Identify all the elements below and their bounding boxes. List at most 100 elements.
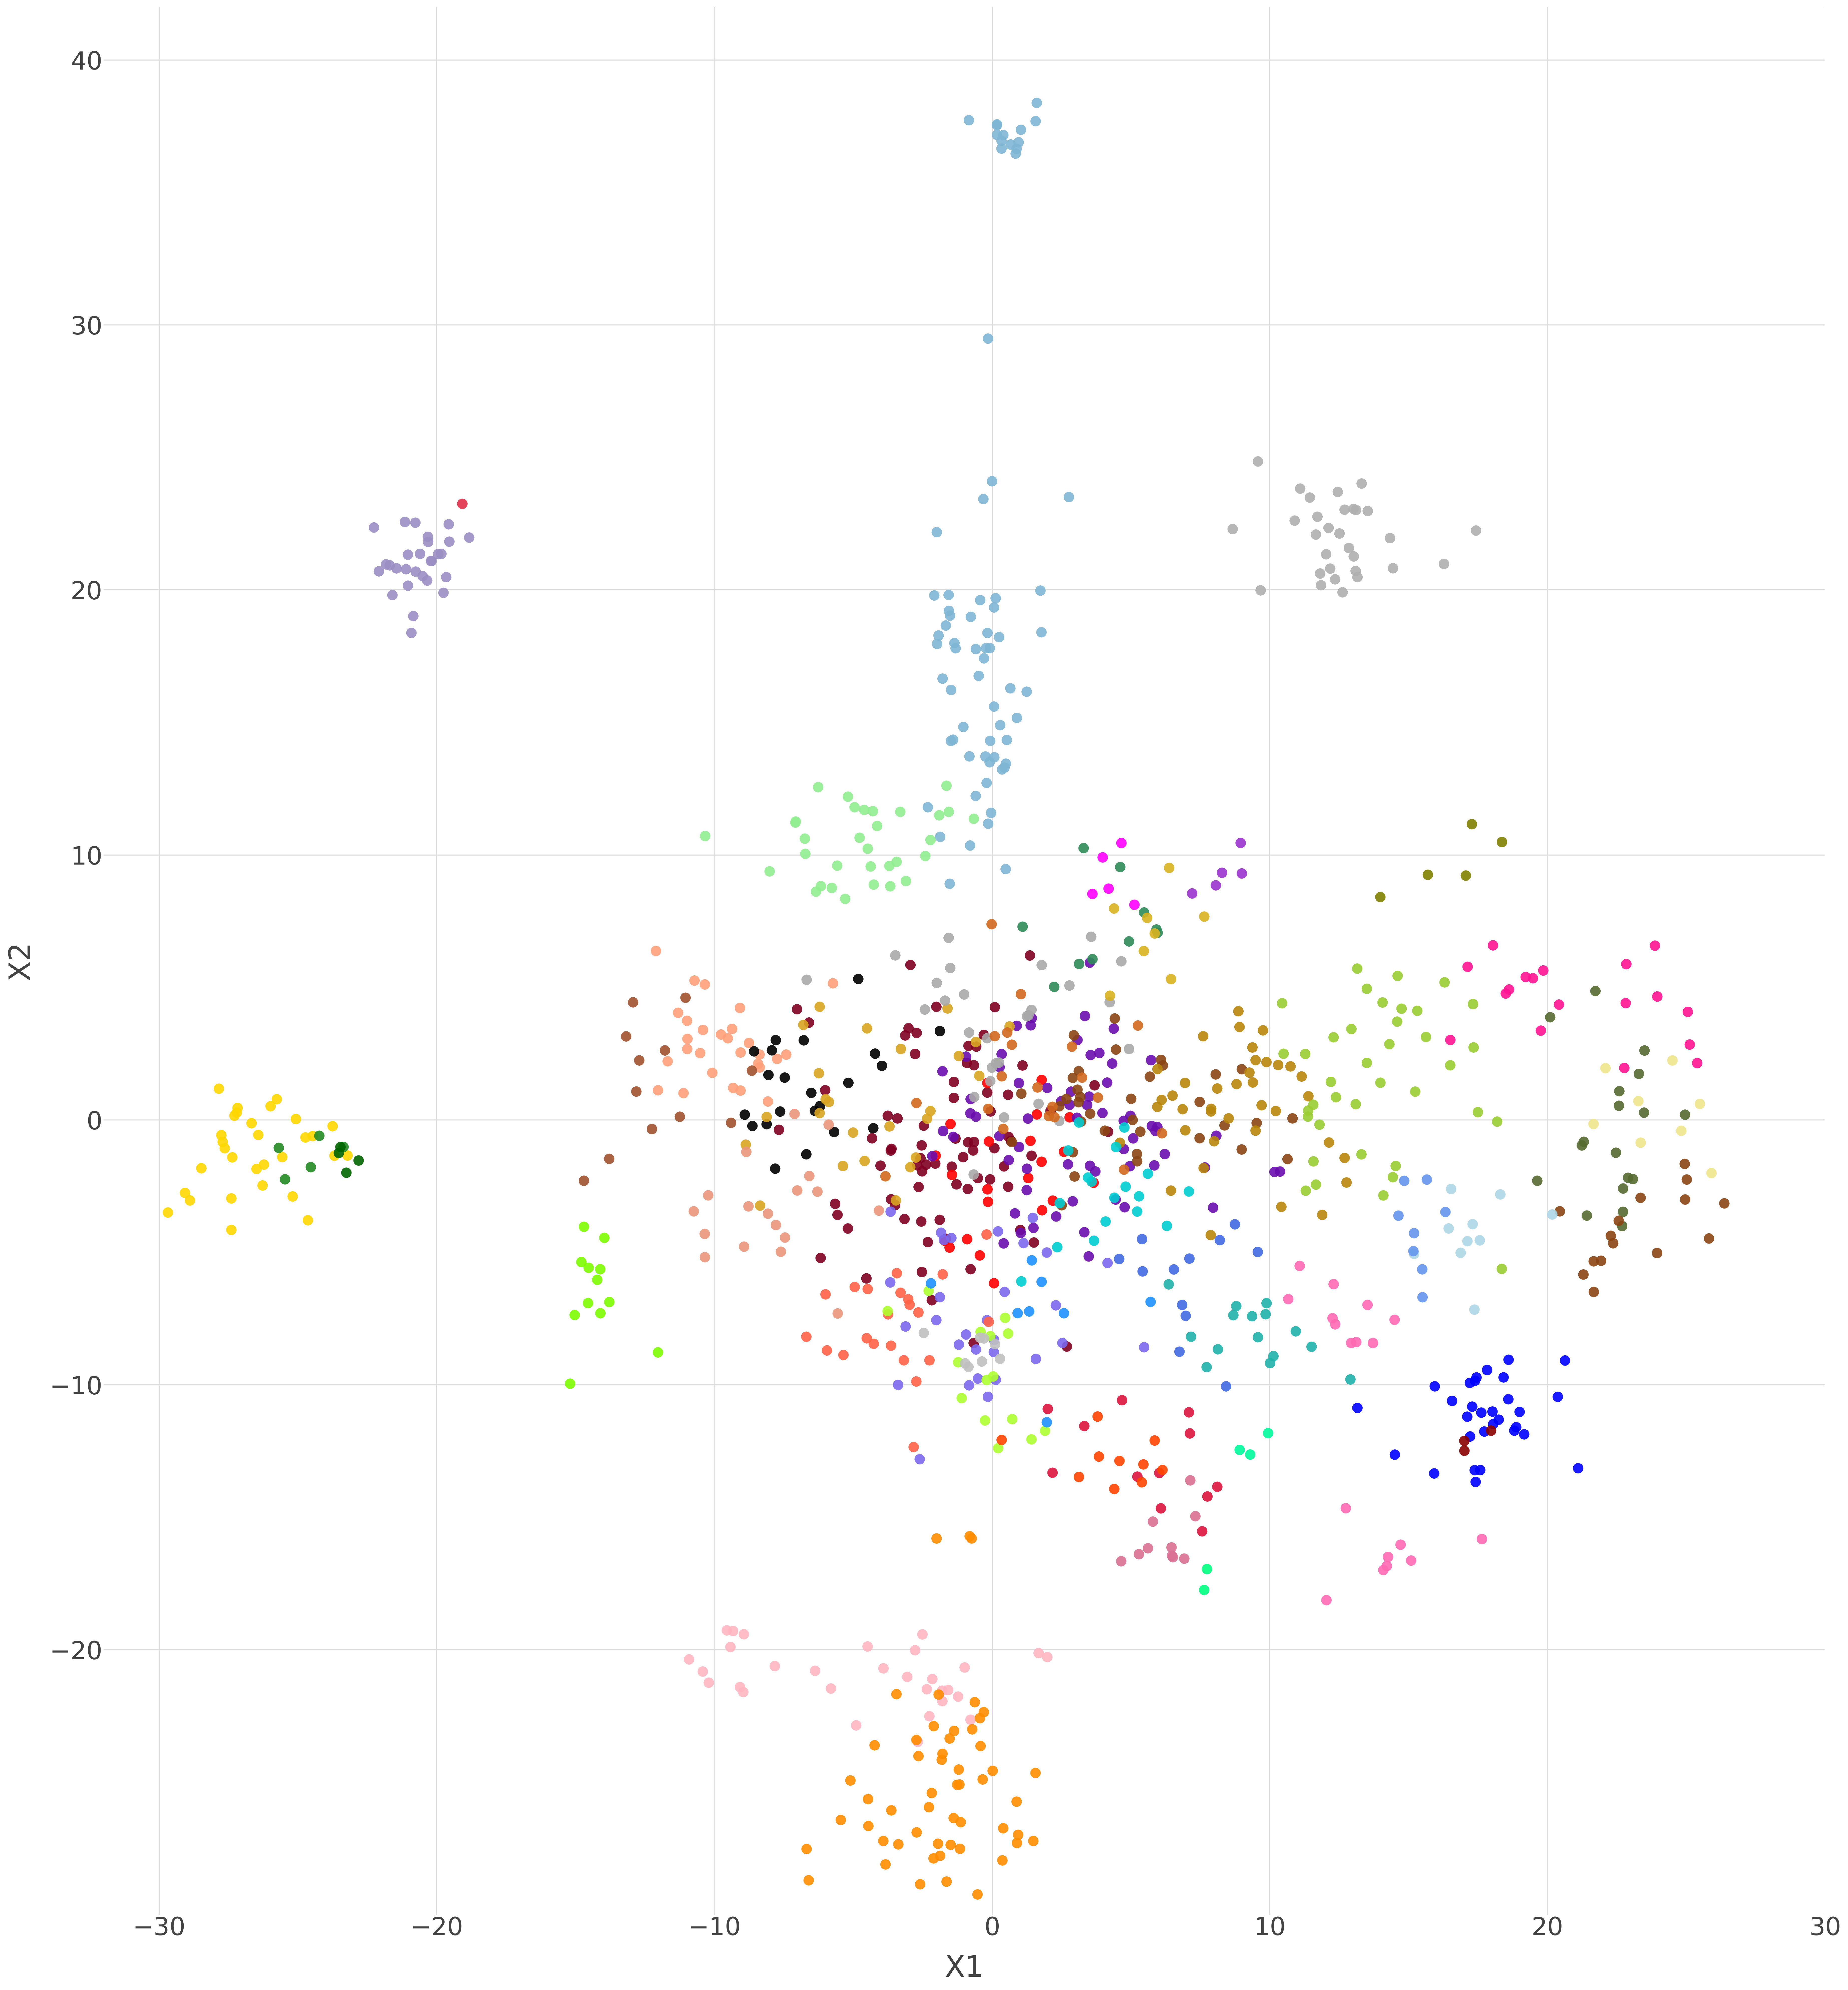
- Point: [1458, 1031, 1488, 1063]
- Point: [1482, 1106, 1512, 1138]
- Point: [1709, 1188, 1739, 1220]
- Point: [839, 792, 869, 824]
- Point: [967, 1315, 996, 1347]
- Point: [1353, 496, 1382, 527]
- Point: [976, 633, 1005, 665]
- Point: [954, 1172, 983, 1204]
- Point: [976, 746, 1005, 778]
- Point: [760, 1650, 789, 1682]
- Point: [761, 1025, 791, 1057]
- Point: [1286, 1061, 1316, 1093]
- Point: [1088, 1096, 1118, 1128]
- Point: [970, 740, 1000, 772]
- Point: [928, 1676, 957, 1707]
- Point: [1013, 1152, 1042, 1184]
- Point: [1066, 1081, 1096, 1112]
- Point: [1336, 1013, 1366, 1045]
- Point: [845, 822, 874, 854]
- Point: [989, 1228, 1018, 1260]
- Point: [1077, 943, 1107, 975]
- Point: [1488, 826, 1517, 858]
- Point: [1458, 989, 1488, 1021]
- Point: [641, 935, 671, 967]
- Point: [928, 1055, 957, 1087]
- Point: [323, 1136, 353, 1168]
- Point: [870, 1849, 900, 1881]
- Point: [965, 1240, 994, 1272]
- Point: [955, 1083, 985, 1114]
- Point: [1129, 897, 1159, 929]
- Point: [693, 1180, 723, 1212]
- Point: [1451, 860, 1480, 892]
- Point: [706, 1019, 736, 1051]
- Point: [695, 1668, 724, 1699]
- Point: [1039, 1457, 1068, 1489]
- Point: [789, 1025, 819, 1057]
- Point: [1578, 1246, 1608, 1278]
- Point: [944, 1769, 974, 1801]
- Point: [1641, 929, 1671, 961]
- Point: [1070, 1411, 1100, 1443]
- Point: [872, 1295, 902, 1327]
- Point: [979, 1327, 1009, 1359]
- Point: [1436, 1172, 1465, 1204]
- Point: [893, 1284, 922, 1315]
- Point: [1567, 1130, 1597, 1162]
- Point: [1307, 569, 1336, 601]
- Point: [1456, 1421, 1486, 1453]
- Point: [900, 1634, 930, 1666]
- Point: [737, 1055, 767, 1087]
- Point: [1379, 553, 1408, 585]
- Point: [1343, 1391, 1373, 1423]
- Point: [1343, 561, 1373, 593]
- Point: [1469, 1415, 1499, 1447]
- Point: [978, 907, 1007, 939]
- Point: [1046, 1085, 1076, 1116]
- Point: [1316, 553, 1345, 585]
- Point: [989, 1102, 1018, 1134]
- Point: [1323, 476, 1353, 507]
- Point: [933, 595, 963, 627]
- Point: [1042, 1200, 1072, 1232]
- Point: [952, 1041, 981, 1073]
- Point: [767, 1236, 796, 1268]
- Point: [967, 1729, 996, 1761]
- Point: [928, 1743, 957, 1775]
- Point: [1142, 917, 1172, 949]
- Point: [1672, 995, 1702, 1027]
- Point: [689, 1242, 719, 1274]
- Point: [1105, 1445, 1135, 1477]
- Point: [1002, 1827, 1031, 1859]
- Point: [992, 1079, 1022, 1110]
- Point: [1382, 1005, 1412, 1037]
- Point: [1031, 1236, 1061, 1268]
- Point: [752, 1100, 782, 1132]
- Point: [1210, 1110, 1240, 1142]
- Point: [1151, 1210, 1181, 1242]
- Point: [833, 780, 863, 812]
- Point: [1504, 1395, 1534, 1427]
- Point: [1068, 1063, 1098, 1094]
- Point: [904, 1170, 933, 1202]
- Point: [920, 579, 950, 611]
- Point: [625, 1045, 654, 1077]
- Point: [959, 1158, 989, 1190]
- Point: [972, 1303, 1002, 1335]
- Point: [1146, 1045, 1175, 1077]
- Point: [1347, 1138, 1377, 1170]
- Point: [1258, 1339, 1288, 1371]
- Point: [918, 1843, 948, 1875]
- Point: [1240, 1045, 1270, 1077]
- Point: [1077, 878, 1107, 909]
- Point: [1148, 1085, 1177, 1116]
- Point: [1027, 617, 1057, 649]
- Point: [556, 1367, 586, 1399]
- Point: [1085, 1037, 1114, 1069]
- Point: [1018, 1825, 1048, 1857]
- Point: [913, 792, 942, 824]
- Point: [726, 1037, 756, 1069]
- Point: [1366, 1067, 1395, 1098]
- Point: [1109, 1154, 1138, 1186]
- Point: [959, 802, 989, 834]
- Point: [1569, 1258, 1599, 1290]
